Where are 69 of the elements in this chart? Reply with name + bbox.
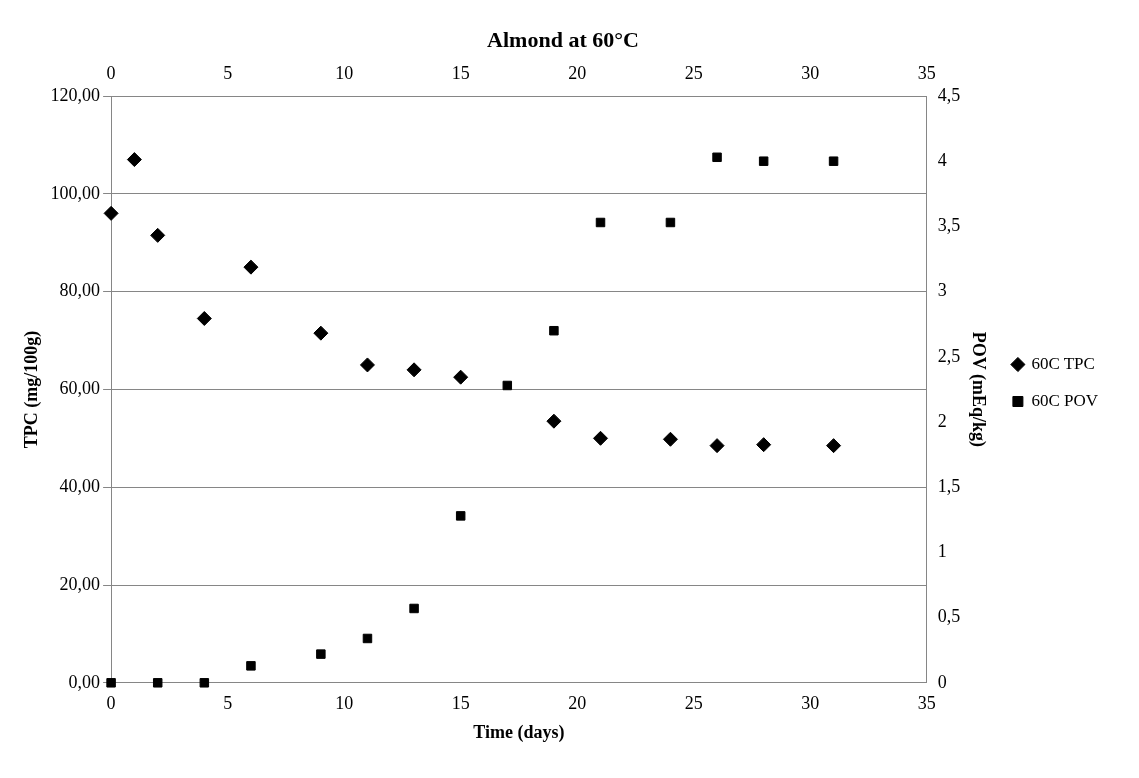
y-tick-label: 100,00 (50, 182, 101, 203)
point (665, 217, 676, 228)
y-tick-label: 120,00 (50, 84, 101, 105)
point (593, 430, 609, 446)
x2-tick-label: 0 (106, 62, 116, 83)
point (106, 678, 116, 688)
y2-tick-label: 4,5 (937, 84, 961, 105)
y-tick-label: 20,00 (59, 573, 101, 594)
x2-tick-label: 35 (917, 62, 936, 83)
x-tick-label: 30 (801, 693, 820, 714)
x-tick-label: 5 (223, 693, 233, 714)
point (126, 152, 142, 168)
point (712, 152, 722, 163)
point (826, 438, 842, 454)
x2-tick-label: 30 (801, 62, 820, 83)
point (196, 311, 212, 326)
x2-tick-label: 15 (451, 62, 470, 83)
point (103, 205, 119, 221)
legend-label: 60C TPC (1031, 353, 1095, 373)
y-axis-title: TPC (mg/100g) (21, 330, 43, 449)
x2-tick-label: 10 (335, 62, 354, 83)
point (243, 259, 259, 275)
point (549, 325, 559, 336)
x2-tick-label: 25 (684, 62, 703, 83)
point (199, 678, 210, 688)
y-tick-label: 60,00 (59, 378, 101, 399)
point (595, 217, 606, 228)
x2-tick-label: 20 (568, 62, 587, 83)
x-tick-label: 15 (451, 693, 470, 714)
x-axis-title: Time (days) (473, 721, 565, 743)
y2-tick-label: 0,5 (937, 606, 961, 627)
point (546, 413, 562, 429)
y2-tick-label: 3 (937, 280, 947, 301)
legend-label: 60C POV (1031, 390, 1099, 410)
y2-tick-label: 0 (937, 671, 947, 692)
point (409, 603, 419, 614)
x-tick-label: 0 (106, 693, 116, 714)
point (362, 633, 373, 644)
point (453, 369, 469, 385)
point (150, 227, 166, 243)
point (758, 156, 769, 166)
y2-tick-label: 4 (937, 149, 947, 170)
point (828, 156, 839, 166)
x-tick-label: 35 (917, 693, 936, 714)
chart-title: Almond at 60°C (487, 26, 639, 52)
point (406, 362, 422, 378)
y2-axis-title: POV (mEq/kg) (968, 331, 990, 447)
x-tick-label: 10 (335, 693, 354, 714)
y2-tick-label: 2,5 (937, 345, 961, 366)
y2-tick-label: 1,5 (937, 475, 961, 496)
y-tick-label: 0,00 (68, 671, 101, 692)
point (359, 357, 375, 373)
y2-tick-label: 1 (937, 541, 947, 562)
point (756, 437, 772, 453)
y2-tick-label: 2 (937, 410, 947, 431)
y-tick-label: 80,00 (59, 280, 101, 301)
x-tick-label: 25 (684, 693, 703, 714)
y2-tick-label: 3,5 (937, 215, 961, 236)
y-tick-label: 40,00 (59, 475, 101, 496)
point (246, 661, 256, 671)
point (313, 325, 329, 341)
point (152, 678, 163, 688)
point (709, 438, 725, 454)
point (662, 431, 678, 447)
x2-tick-label: 5 (223, 62, 233, 83)
x-tick-label: 20 (568, 693, 587, 714)
point (316, 649, 326, 659)
point (502, 380, 513, 391)
point (455, 511, 466, 521)
